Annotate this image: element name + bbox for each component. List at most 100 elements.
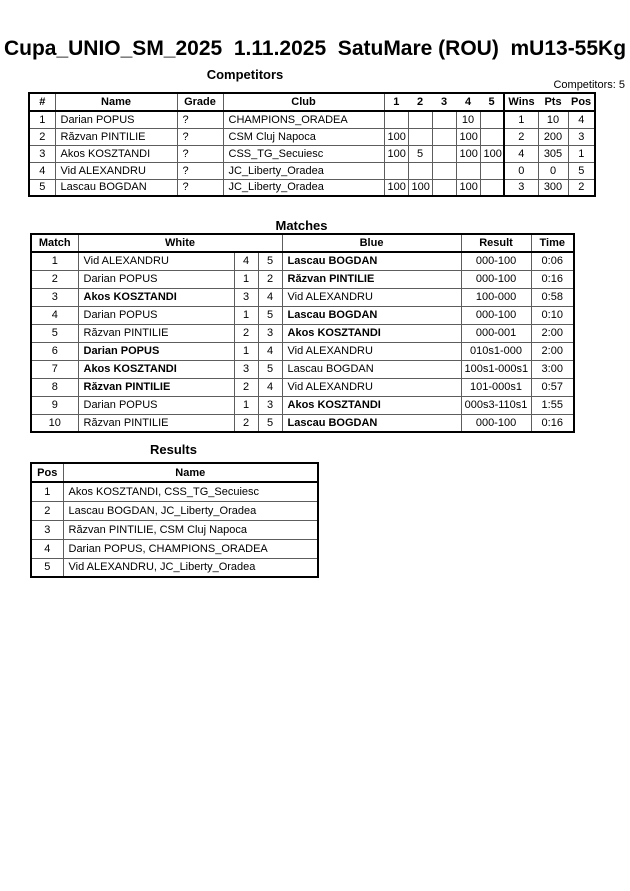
wins-cell: 0 [503,161,539,180]
blue-name: Răzvan PINTILIE [281,269,462,289]
white-name: Darian POPUS [77,341,235,361]
col-header-name: Name [54,92,178,112]
competitor-row: 1 Darian POPUS ? CHAMPIONS_ORADEA 10 1 1… [28,110,596,129]
competitor-number: 4 [28,161,56,180]
score-cell: 10 [455,110,481,129]
result-row: 5 Vid ALEXANDRU, JC_Liberty_Oradea [30,557,319,578]
score-cell [383,110,409,129]
score-cell: 100 [455,144,481,163]
competitor-club: JC_Liberty_Oradea [222,178,385,197]
competitors-header-row: # Name Grade Club 1 2 3 4 5 Wins Pts Pos [28,92,596,112]
match-result: 100s1-000s1 [460,359,532,379]
white-name: Răzvan PINTILIE [77,323,235,343]
match-number: 4 [30,305,79,325]
result-row: 4 Darian POPUS, CHAMPIONS_ORADEA [30,538,319,559]
competitor-name: Vid ALEXANDRU [54,161,178,180]
competitor-name: Akos KOSZTANDI [54,144,178,163]
blue-competitor-number: 3 [257,395,283,415]
competitor-name: Darian POPUS [54,110,178,129]
competitor-row: 3 Akos KOSZTANDI ? CSS_TG_Secuiesc 100 5… [28,144,596,163]
col-header-score-3: 3 [432,92,457,112]
competitor-number: 5 [28,178,56,197]
match-number: 7 [30,359,79,379]
score-cell [479,127,505,146]
blue-name: Lascau BOGDAN [281,251,462,271]
score-cell [407,161,433,180]
match-time: 0:06 [530,251,575,271]
match-result: 100-000 [460,287,532,307]
col-header-pos: Pos [30,462,64,483]
col-header-blue: Blue [281,233,462,253]
score-cell [407,110,433,129]
score-cell [431,161,457,180]
match-row: 4 Darian POPUS 1 5 Lascau BOGDAN 000-100… [30,305,575,325]
result-row: 3 Răzvan PINTILIE, CSM Cluj Napoca [30,519,319,540]
blue-name: Vid ALEXANDRU [281,341,462,361]
competitor-grade: ? [176,110,224,129]
competitor-club: CSS_TG_Secuiesc [222,144,385,163]
pos-cell: 4 [567,110,596,129]
result-pos: 4 [30,538,64,559]
blue-competitor-number: 5 [257,359,283,379]
white-competitor-number: 3 [233,359,259,379]
white-name: Akos KOSZTANDI [77,359,235,379]
competitor-number: 3 [28,144,56,163]
white-name: Akos KOSZTANDI [77,287,235,307]
col-header-result: Result [460,233,532,253]
match-number: 10 [30,413,79,433]
score-cell: 100 [455,127,481,146]
competitor-name: Lascau BOGDAN [54,178,178,197]
score-cell: 100 [455,178,481,197]
competitor-grade: ? [176,127,224,146]
match-row: 7 Akos KOSZTANDI 3 5 Lascau BOGDAN 100s1… [30,359,575,379]
result-name: Lascau BOGDAN, JC_Liberty_Oradea [62,500,319,521]
blue-competitor-number: 5 [257,305,283,325]
white-name: Darian POPUS [77,395,235,415]
score-cell [431,127,457,146]
pos-cell: 3 [567,127,596,146]
competitor-club: JC_Liberty_Oradea [222,161,385,180]
match-result: 000s3-110s1 [460,395,532,415]
match-time: 0:57 [530,377,575,397]
white-competitor-number: 4 [233,251,259,271]
match-result: 010s1-000 [460,341,532,361]
match-row: 3 Akos KOSZTANDI 3 4 Vid ALEXANDRU 100-0… [30,287,575,307]
score-cell: 5 [407,144,433,163]
col-header-pos: Pos [568,92,596,112]
match-row: 9 Darian POPUS 1 3 Akos KOSZTANDI 000s3-… [30,395,575,415]
result-pos: 2 [30,500,64,521]
score-cell: 100 [407,178,433,197]
result-name: Răzvan PINTILIE, CSM Cluj Napoca [62,519,319,540]
match-number: 3 [30,287,79,307]
pts-cell: 200 [537,127,569,146]
col-header-white: White [77,233,283,253]
score-cell [431,144,457,163]
score-cell [383,161,409,180]
result-row: 2 Lascau BOGDAN, JC_Liberty_Oradea [30,500,319,521]
col-header-name: Name [62,462,319,483]
competitor-row: 2 Răzvan PINTILIE ? CSM Cluj Napoca 100 … [28,127,596,146]
col-header-number: # [28,92,56,112]
blue-competitor-number: 2 [257,269,283,289]
match-time: 0:16 [530,269,575,289]
pts-cell: 300 [537,178,569,197]
matches-table: Match White Blue Result Time 1 Vid ALEXA… [30,233,576,433]
white-competitor-number: 1 [233,341,259,361]
col-header-match: Match [30,233,79,253]
score-cell: 100 [479,144,505,163]
results-section-title: Results [150,442,197,457]
score-cell: 100 [383,144,409,163]
blue-name: Lascau BOGDAN [281,359,462,379]
match-row: 8 Răzvan PINTILIE 2 4 Vid ALEXANDRU 101-… [30,377,575,397]
match-number: 8 [30,377,79,397]
blue-competitor-number: 4 [257,377,283,397]
result-pos: 5 [30,557,64,578]
result-name: Akos KOSZTANDI, CSS_TG_Secuiesc [62,481,319,502]
blue-name: Akos KOSZTANDI [281,323,462,343]
match-row: 2 Darian POPUS 1 2 Răzvan PINTILIE 000-1… [30,269,575,289]
match-result: 101-000s1 [460,377,532,397]
competitor-name: Răzvan PINTILIE [54,127,178,146]
pts-cell: 10 [537,110,569,129]
competitor-row: 4 Vid ALEXANDRU ? JC_Liberty_Oradea 0 0 … [28,161,596,180]
col-header-wins: Wins [503,92,539,112]
